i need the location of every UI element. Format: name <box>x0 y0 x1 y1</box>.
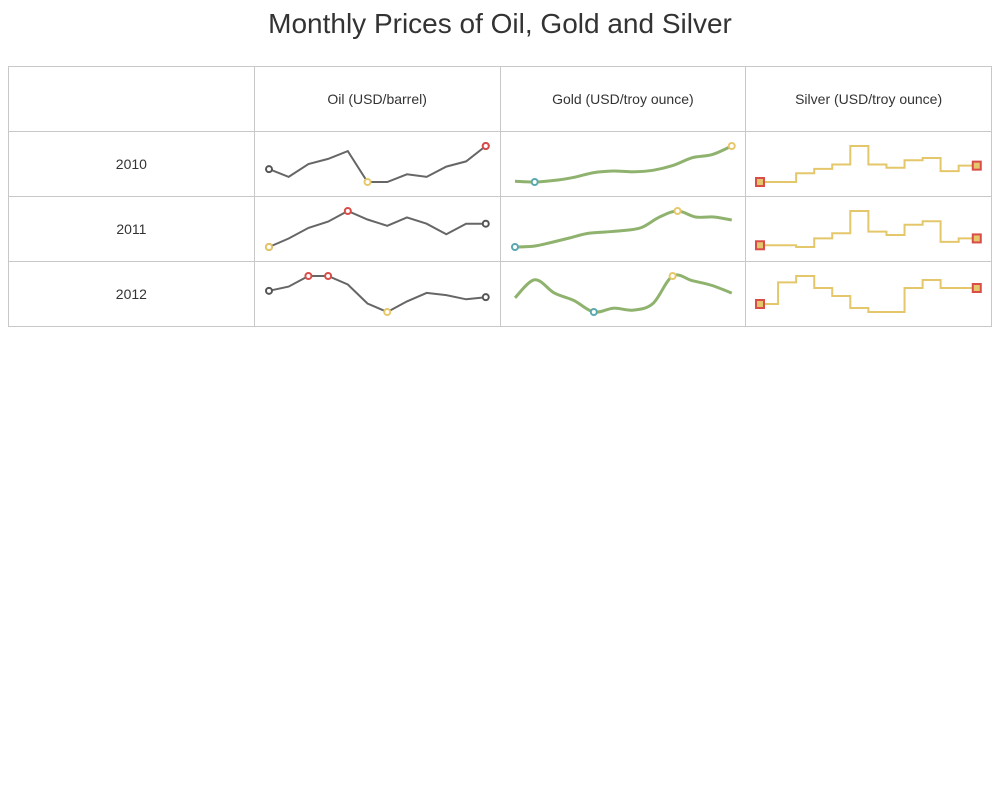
oil-sparkline-line <box>268 209 486 248</box>
chart-title: Monthly Prices of Oil, Gold and Silver <box>268 8 732 39</box>
table-row: 2012 <box>8 261 992 327</box>
silver-sparkline <box>755 210 983 251</box>
oil-max-marker <box>304 272 313 280</box>
gold-sparkline-line <box>514 144 732 184</box>
silver-sparkline <box>755 145 983 187</box>
oil-min-marker <box>264 243 273 251</box>
silver-sparkline-cell <box>745 131 992 197</box>
oil-sparkline <box>264 142 490 186</box>
gold-max-marker <box>727 142 736 150</box>
silver-last-marker <box>972 283 983 293</box>
table-row: 2010 <box>8 131 992 197</box>
silver-first-marker <box>755 177 766 187</box>
year-label: 2011 <box>8 196 255 262</box>
silver-first-marker <box>755 240 766 251</box>
silver-last-marker <box>972 233 983 244</box>
oil-last-marker <box>481 219 490 228</box>
table-row: 2011 <box>8 196 992 262</box>
silver-sparkline-line <box>760 275 978 313</box>
gold-sparkline <box>513 272 732 316</box>
header-oil: Oil (USD/barrel) <box>253 66 501 132</box>
gold-min-marker <box>589 308 598 316</box>
silver-sparkline <box>755 275 983 313</box>
oil-max-marker <box>323 272 332 280</box>
gold-sparkline-cell <box>499 196 747 262</box>
header-gold: Gold (USD/troy ounce) <box>499 66 747 132</box>
gold-min-marker <box>530 178 539 186</box>
oil-sparkline <box>264 272 490 316</box>
oil-max-marker <box>481 142 490 150</box>
oil-sparkline-line <box>268 275 486 314</box>
header-corner <box>8 66 255 132</box>
oil-sparkline-line <box>268 145 487 183</box>
oil-first-marker <box>264 165 273 174</box>
header-silver: Silver (USD/troy ounce) <box>745 66 992 132</box>
silver-sparkline-cell <box>745 261 992 327</box>
oil-min-marker <box>382 308 391 316</box>
gold-sparkline <box>510 207 732 251</box>
silver-sparkline-cell <box>745 196 992 262</box>
silver-sparkline-line <box>760 210 978 248</box>
header-row: Oil (USD/barrel) Gold (USD/troy ounce) S… <box>8 66 992 132</box>
gold-sparkline <box>514 142 736 186</box>
gold-max-marker <box>673 207 682 215</box>
gold-min-marker <box>510 243 519 251</box>
oil-sparkline-cell <box>253 196 501 262</box>
gold-sparkline-line <box>513 273 732 314</box>
silver-first-marker <box>755 299 766 309</box>
oil-last-marker <box>481 293 490 302</box>
gold-sparkline-cell <box>499 261 747 327</box>
year-label: 2012 <box>8 261 255 327</box>
sparkline-table: Oil (USD/barrel) Gold (USD/troy ounce) S… <box>8 66 992 327</box>
oil-min-marker <box>363 178 372 186</box>
oil-sparkline <box>264 207 490 251</box>
oil-sparkline-cell <box>253 131 501 197</box>
oil-first-marker <box>264 286 273 295</box>
oil-sparkline-cell <box>253 261 501 327</box>
year-label: 2010 <box>8 131 255 197</box>
gold-max-marker <box>668 272 677 280</box>
silver-sparkline-line <box>760 145 978 183</box>
gold-sparkline-cell <box>499 131 747 197</box>
silver-last-marker <box>972 160 983 171</box>
oil-max-marker <box>343 207 352 215</box>
gold-sparkline-line <box>514 209 732 249</box>
